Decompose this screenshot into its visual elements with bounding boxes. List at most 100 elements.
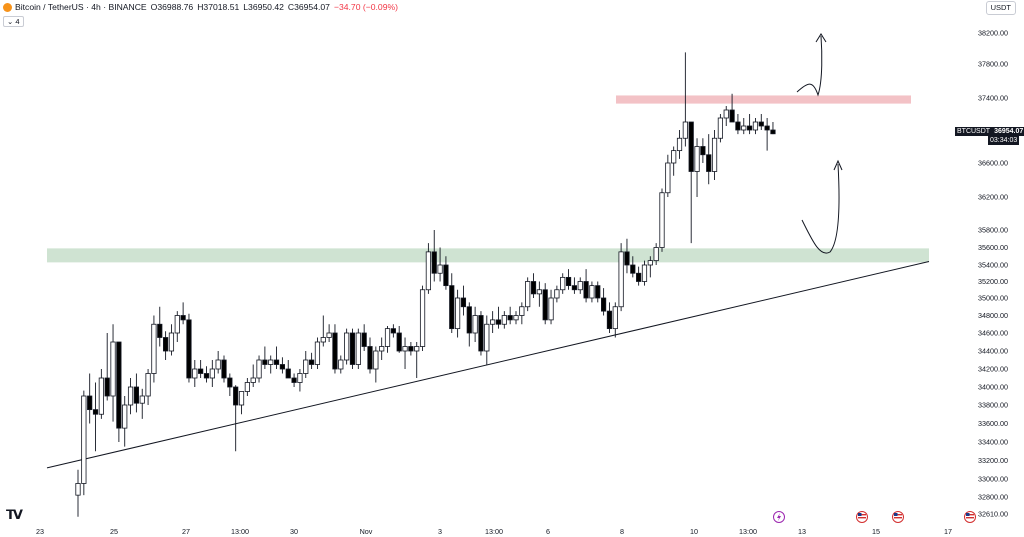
candle-body [87,395,93,411]
candle-body [636,272,642,282]
y-tick-label: 36600.00 [978,159,1008,168]
candle-body [250,377,256,383]
tradingview-logo[interactable]: 𝗧𝗩 [6,507,23,522]
x-tick-label: Nov [360,527,373,536]
candle-body [227,377,233,388]
x-tick-label: 6 [546,527,550,536]
candle-body [454,297,461,330]
candle-body [297,373,303,383]
candle-body [653,247,659,262]
bar-countdown: 03:34:03 [988,136,1020,145]
arrow-head [833,159,843,171]
candle-body [554,289,560,299]
candle-body [560,276,566,291]
candle-body [303,359,309,374]
symbol-title[interactable]: Bitcoin / TetherUS · 4h · BINANCE [15,2,147,12]
current-price-label: BTCUSDT 36954.07 03:34:03 [955,127,1024,145]
candle-body [711,137,718,172]
price-change: −34.70 (−0.09%) [333,2,398,12]
candle-body [75,483,81,496]
candle-body [758,121,764,127]
candle-body [338,359,344,370]
current-price-value: 36954.07 [992,127,1024,136]
x-tick-label: 17 [944,527,952,536]
candle-body [262,359,268,365]
up-arrow-annotation [796,35,823,97]
x-tick-label: 15 [872,527,880,536]
candle-body [256,359,262,379]
candle-body [606,310,613,330]
candle-body [414,346,420,352]
ohlc-low: L36950.42 [243,2,284,12]
candle-body [723,109,729,119]
candle-body [186,319,192,379]
candle-body [402,346,408,352]
x-tick-label: 10 [690,527,698,536]
candle-body [729,109,735,123]
flag-stripe [966,517,974,519]
candle-body [431,251,437,274]
candle-body [460,297,467,308]
candle-body [98,377,104,415]
ohlc-close: C36954.07 [287,2,330,12]
y-tick-label: 35600.00 [978,243,1008,252]
candle-body [700,146,706,156]
candle-body [390,328,396,334]
candle-body [81,395,87,484]
candle-body [379,346,385,352]
candle-body [752,121,759,131]
candle-body [665,162,671,194]
ohlc-open: O36988.76 [150,2,194,12]
candle-body [466,306,472,334]
candle-body [618,251,624,308]
candle-body [612,306,618,330]
candle-body [332,332,338,370]
candle-body [735,121,741,131]
y-tick-label: 36200.00 [978,193,1008,202]
y-tick-label: 33200.00 [978,456,1008,465]
candle-body [694,146,700,172]
y-tick-label: 35200.00 [978,277,1008,286]
y-tick-label: 37800.00 [978,60,1008,69]
y-tick-label: 33400.00 [978,438,1008,447]
candle-body [198,368,204,374]
candle-body [384,328,391,347]
y-tick-label: 34200.00 [978,365,1008,374]
candle-body [495,319,502,325]
y-tick-label: 35000.00 [978,294,1008,303]
candle-body [110,341,116,397]
x-tick-label: 13:00 [739,527,757,536]
candle-body [659,192,665,248]
candle-body [443,264,449,287]
y-tick-label: 33000.00 [978,475,1008,484]
x-tick-label: 30 [290,527,298,536]
candle-body [349,332,356,365]
indicator-count-toggle[interactable]: ⌄ 4 [3,16,24,27]
candle-body [630,264,636,274]
flag-canton [858,513,862,516]
candle-body [145,373,151,397]
flag-canton [894,513,898,516]
lightning-bolt [777,513,781,521]
candle-body [747,125,753,131]
candle-body [688,121,694,172]
candle-body [139,395,145,404]
candle-body [501,315,507,325]
candle-body [530,281,537,295]
currency-button[interactable]: USDT [985,1,1016,15]
candle-body [601,297,607,312]
x-tick-label: 13 [798,527,806,536]
y-tick-label: 37400.00 [978,94,1008,103]
candle-body [542,289,548,321]
candle-body [157,323,163,338]
candle-body [92,409,99,415]
candle-body [238,391,245,406]
candle-body [437,264,443,274]
candle-body [215,359,221,370]
candle-body [151,323,157,374]
candle-body [565,276,572,287]
candle-body [682,121,688,139]
x-tick-label: 13:00 [231,527,249,536]
candle-body [192,368,198,379]
